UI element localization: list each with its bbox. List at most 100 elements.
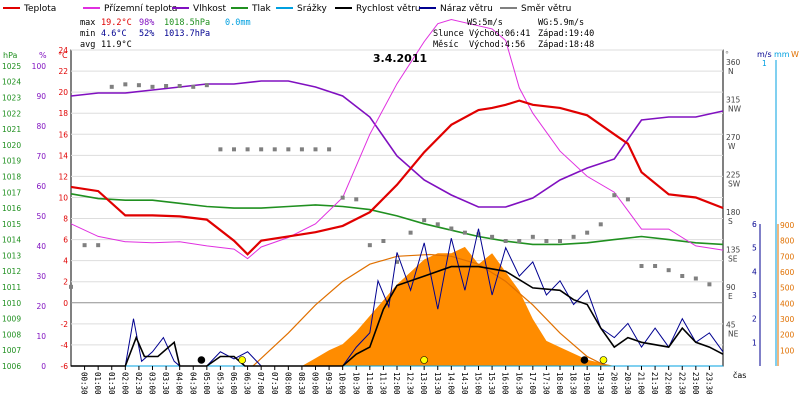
x-tick-label: 21:00 (637, 372, 646, 395)
wind-direction-point (367, 243, 372, 248)
x-tick-label: 04:00 (175, 372, 184, 395)
x-tick-label: 06:00 (229, 372, 238, 395)
direction-tick-compass: S (728, 217, 733, 226)
legend-label-wind-gust: Náraz větru (440, 4, 493, 14)
x-tick-label: 05:00 (202, 372, 211, 395)
info-block: WS:5m/s WG:5.9m/s Slunce Východ:06:41 Zá… (433, 18, 594, 50)
sun-moon-marker (580, 356, 589, 364)
wind-direction-point (96, 243, 101, 248)
wind-direction-point (136, 83, 141, 88)
pressure-tick-label: 1007 (2, 346, 21, 355)
chart-title: 3.4.2011 (373, 52, 427, 65)
wind-tick-label: 2 (752, 315, 757, 324)
x-tick-label: 07:00 (256, 372, 265, 395)
humidity-tick-label: 60 (36, 182, 46, 191)
pressure-tick-label: 1015 (2, 220, 21, 229)
direction-tick-compass: NE (728, 330, 739, 339)
humidity-tick-label: 80 (36, 122, 46, 131)
wind-direction-point (476, 232, 481, 237)
x-tick-label: 06:30 (243, 372, 252, 395)
pressure-tick-label: 1009 (2, 315, 21, 324)
sun-moon-marker (420, 356, 428, 364)
ground-temperature-line (70, 18, 724, 260)
direction-tick-degree: 225 (726, 171, 741, 180)
solar-tick-label: 500 (780, 284, 795, 293)
humidity-tick-label: 90 (36, 92, 46, 101)
temp-tick-label: 8 (63, 215, 68, 224)
wind-wg-info: WG:5.9m/s (538, 18, 584, 28)
wind-direction-point (707, 282, 712, 287)
x-tick-label: 13:00 (419, 372, 428, 395)
wind-direction-point (598, 222, 603, 227)
pressure-tick-label: 1006 (2, 362, 21, 371)
x-tick-label: 16:00 (501, 372, 510, 395)
humidity-tick-label: 100 (32, 62, 47, 71)
stats-block: max 19.2°C 98% 1018.5hPa 0.0mm min 4.6°C… (80, 18, 251, 50)
wind-tick-label: 6 (752, 220, 757, 229)
wind-direction-point (571, 234, 576, 239)
x-tick-label: 22:30 (677, 372, 686, 395)
direction-tick-degree: 360 (726, 58, 741, 67)
pressure-tick-label: 1022 (2, 109, 21, 118)
stats-max-pressure: 1018.5hPa (164, 18, 210, 28)
wind-direction-point (313, 147, 318, 152)
x-tick-label: 03:30 (161, 372, 170, 395)
legend-label-pressure: Tlak (251, 4, 272, 14)
x-tick-label: 05:30 (215, 372, 224, 395)
wind-direction-point (558, 239, 562, 243)
wind-direction-point (408, 230, 413, 235)
solar-tick-label: 200 (780, 331, 795, 340)
temp-tick-label: 2 (63, 278, 68, 287)
wind-direction-point (462, 230, 467, 235)
temp-tick-label: 16 (58, 130, 68, 139)
moonrise-time: Východ:4:56 (469, 40, 525, 50)
solar-theoretical-line (252, 253, 607, 367)
pressure-tick-label: 1019 (2, 157, 21, 166)
wind-direction-point (585, 230, 590, 235)
wind-direction-point (381, 239, 386, 243)
unit-hpa: hPa (3, 51, 18, 60)
wind-direction-point (354, 197, 359, 202)
stats-min-pressure: 1013.7hPa (164, 29, 210, 39)
pressure-tick-label: 1025 (2, 62, 21, 71)
solar-tick-label: 100 (780, 346, 795, 355)
solar-tick-label: 300 (780, 315, 795, 324)
x-tick-label: 20:00 (609, 372, 618, 395)
wind-tick-label: 4 (752, 267, 757, 276)
x-tick-label: 11:00 (365, 372, 374, 395)
temp-tick-label: 24 (58, 46, 68, 55)
sun-moon-marker (238, 356, 246, 364)
stats-min-temp: 4.6°C (101, 29, 127, 39)
pressure-tick-label: 1011 (2, 283, 21, 292)
x-tick-label: 04:30 (188, 372, 197, 395)
temperature-line (70, 99, 724, 256)
wind-tick-label: 5 (752, 244, 757, 253)
direction-tick-degree: 45 (726, 321, 736, 330)
unit-percent: % (39, 51, 47, 60)
unit-ms: m/s (757, 50, 772, 59)
humidity-tick-label: 0 (41, 362, 46, 371)
wind-direction-point (299, 147, 304, 152)
wind-direction-point (653, 264, 658, 268)
solar-tick-label: 800 (780, 237, 795, 246)
stats-avg-temp: 11.9°C (101, 40, 132, 50)
rain-tick-label: 1 (762, 59, 767, 68)
direction-tick-degree: 315 (726, 96, 741, 105)
x-tick-label: 15:30 (487, 372, 496, 395)
wind-direction-point (625, 197, 630, 202)
sunset-time: Západ:19:40 (538, 29, 594, 39)
temp-tick-label: 6 (63, 236, 68, 245)
x-tick-label: 15:00 (474, 372, 483, 395)
direction-tick-degree: 270 (726, 133, 741, 142)
wind-direction-point (612, 193, 617, 198)
solar-tick-label: 600 (780, 268, 795, 277)
wind-direction-point (191, 84, 196, 89)
temp-tick-label: -4 (61, 341, 69, 350)
x-tick-label: 10:30 (351, 372, 360, 395)
x-tick-label: 09:30 (324, 372, 333, 395)
wind-direction-point (286, 147, 291, 152)
wind-tick-label: 1 (752, 338, 757, 347)
x-tick-label: 12:30 (406, 372, 415, 395)
wind-direction-point (272, 147, 277, 152)
